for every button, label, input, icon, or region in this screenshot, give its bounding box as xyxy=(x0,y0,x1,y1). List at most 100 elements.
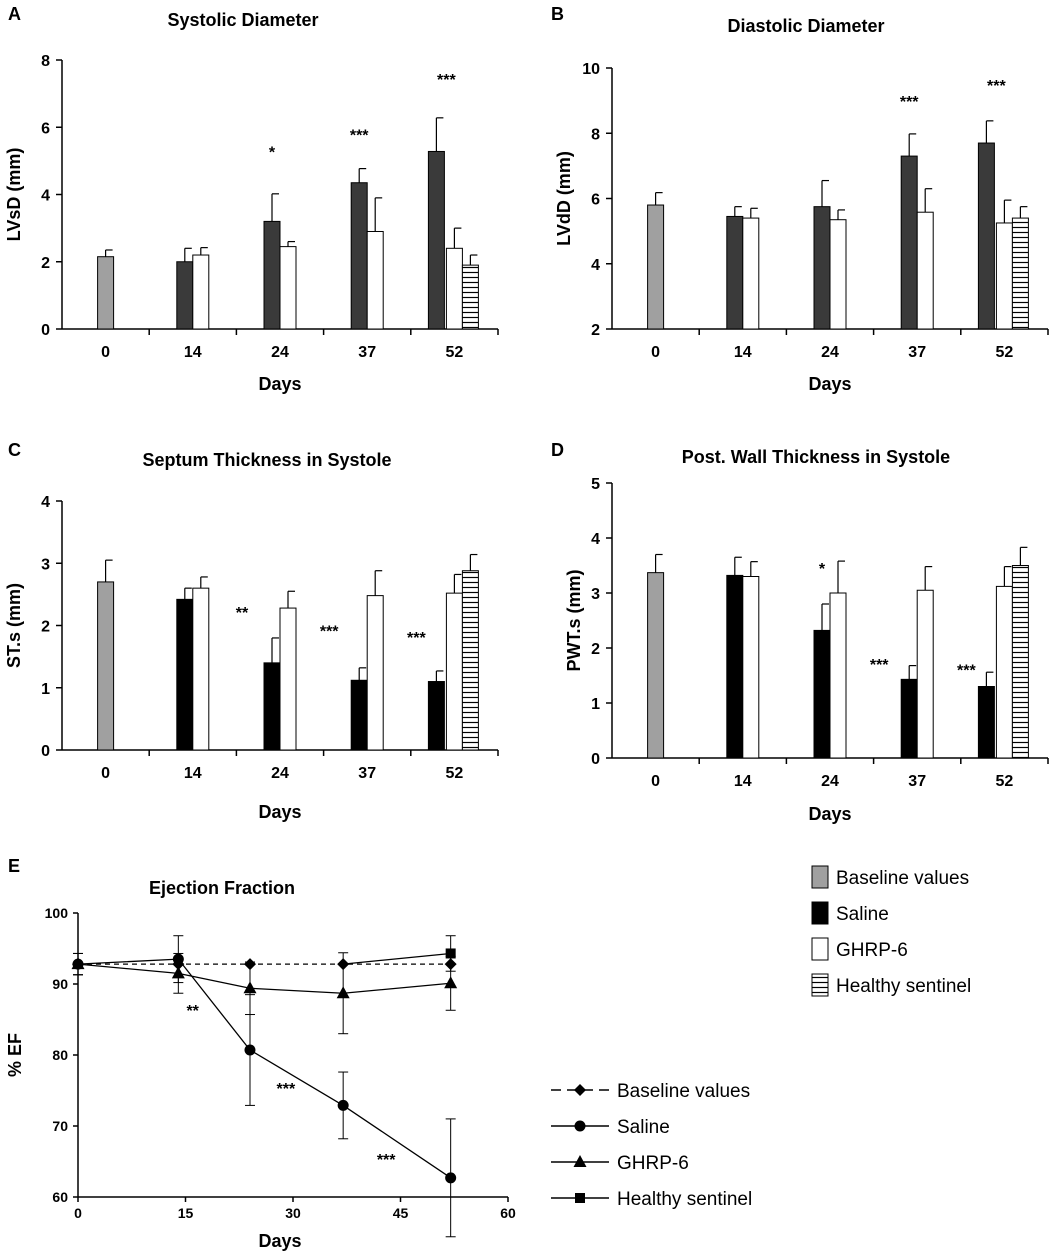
y-tick-label: 2 xyxy=(591,641,600,658)
x-tick-label: 52 xyxy=(996,773,1014,790)
significance-marker: *** xyxy=(320,624,339,641)
y-tick-label: 2 xyxy=(41,255,50,272)
bar-saline-day-37 xyxy=(900,155,918,330)
bar-baseline-values-day-0 xyxy=(647,204,665,330)
bar-saline-day-37 xyxy=(900,678,918,759)
x-axis-label: Days xyxy=(258,1231,301,1251)
legend-marker-diamond xyxy=(574,1084,586,1096)
legend-label: GHRP-6 xyxy=(836,940,908,961)
significance-marker: *** xyxy=(377,1152,396,1169)
bar-ghrp-6-day-14 xyxy=(742,217,760,330)
x-tick-label: 14 xyxy=(734,773,752,790)
x-tick-label: 14 xyxy=(734,344,752,361)
bar-healthy-sentinel-day-52 xyxy=(1011,217,1029,330)
y-tick-label: 2 xyxy=(591,322,600,339)
y-tick-label: 8 xyxy=(591,126,600,143)
y-tick-label: 80 xyxy=(52,1047,68,1063)
bar-ghrp-6-day-24 xyxy=(829,219,847,330)
significance-marker: *** xyxy=(870,657,889,674)
x-tick-label: 37 xyxy=(358,765,376,782)
x-tick-label: 37 xyxy=(358,344,376,361)
bar-saline-day-24 xyxy=(813,629,831,759)
significance-marker: * xyxy=(819,561,826,578)
legend-bars: Baseline values Saline GHRP-6 Healthy senti… xyxy=(811,865,971,997)
bar-baseline-values-day-0 xyxy=(97,256,115,330)
chart-septum-thickness: Septum Thickness in Systole ST.s (mm) Days… xyxy=(4,450,499,822)
y-axis-label: % EF xyxy=(5,1033,25,1077)
panel-letter-e: E xyxy=(8,856,20,876)
x-tick-label: 24 xyxy=(271,765,289,782)
x-tick-label: 14 xyxy=(184,765,202,782)
y-tick-label: 3 xyxy=(591,586,600,603)
series-line-saline xyxy=(77,958,452,1179)
marker-ghrp-6 xyxy=(243,981,257,994)
x-axis-label: Days xyxy=(808,374,851,394)
x-tick-label: 0 xyxy=(651,773,660,790)
x-tick-label: 24 xyxy=(821,344,839,361)
bar-saline-day-37 xyxy=(350,182,368,330)
x-tick-label: 52 xyxy=(446,765,464,782)
x-tick-label: 37 xyxy=(908,344,926,361)
series-line-healthy-sentinel xyxy=(343,952,451,965)
bar-ghrp-6-day-52 xyxy=(995,222,1013,330)
marker-saline xyxy=(337,1099,349,1111)
significance-marker: * xyxy=(269,145,276,162)
y-tick-label: 0 xyxy=(41,322,50,339)
significance-marker: *** xyxy=(957,663,976,680)
y-tick-label: 0 xyxy=(41,743,50,760)
y-tick-label: 4 xyxy=(591,257,600,274)
panel-letter-c: C xyxy=(8,440,21,460)
y-tick-label: 3 xyxy=(41,556,50,573)
x-axis-label: Days xyxy=(808,804,851,824)
y-tick-label: 5 xyxy=(591,476,600,493)
y-tick-label: 70 xyxy=(52,1118,68,1134)
bar-ghrp-6-day-37 xyxy=(366,230,384,330)
marker-ghrp-6 xyxy=(171,966,185,979)
bar-saline-day-24 xyxy=(813,206,831,330)
bar-ghrp-6-day-52 xyxy=(445,247,463,330)
x-tick-label: 30 xyxy=(285,1205,301,1221)
bar-ghrp-6-day-14 xyxy=(742,576,760,759)
significance-marker: *** xyxy=(900,94,919,111)
bar-ghrp-6-day-14 xyxy=(192,587,210,751)
y-axis-label: PWT.s (mm) xyxy=(564,569,584,671)
y-tick-label: 4 xyxy=(41,494,50,511)
bar-ghrp-6-day-37 xyxy=(916,211,934,330)
legend-label: Baseline values xyxy=(836,868,969,889)
x-tick-label: 0 xyxy=(101,344,110,361)
x-tick-label: 24 xyxy=(271,344,289,361)
chart-title: Ejection Fraction xyxy=(149,878,295,898)
x-tick-label: 14 xyxy=(184,344,202,361)
bar-ghrp-6-day-37 xyxy=(366,595,384,751)
y-tick-label: 0 xyxy=(591,751,600,768)
chart-post-wall-thickness: Post. Wall Thickness in Systole PWT.s (mm… xyxy=(564,447,1049,824)
chart-title: Septum Thickness in Systole xyxy=(142,450,391,470)
legend-swatch-sentinel xyxy=(811,973,829,997)
legend-marker-circle xyxy=(574,1120,586,1132)
bar-ghrp-6-day-24 xyxy=(829,592,847,759)
bar-saline-day-37 xyxy=(350,679,368,751)
x-tick-label: 24 xyxy=(821,773,839,790)
x-tick-label: 45 xyxy=(393,1205,409,1221)
bar-saline-day-14 xyxy=(726,215,744,330)
bar-saline-day-14 xyxy=(726,574,744,759)
x-tick-label: 0 xyxy=(74,1205,82,1221)
bar-saline-day-14 xyxy=(176,598,194,751)
chart-ejection-fraction: Ejection Fraction % EF Days 60 70 80 90 100 0 15 3… xyxy=(5,878,516,1251)
bar-healthy-sentinel-day-52 xyxy=(1011,565,1029,759)
bar-baseline-values-day-0 xyxy=(97,581,115,751)
bar-saline-day-52 xyxy=(977,142,995,330)
bar-baseline-values-day-0 xyxy=(647,572,665,759)
legend-label: Healthy sentinel xyxy=(836,976,971,997)
significance-marker: *** xyxy=(407,630,426,647)
x-tick-label: 52 xyxy=(446,344,464,361)
bar-healthy-sentinel-day-52 xyxy=(461,264,479,330)
bar-saline-day-52 xyxy=(427,150,445,330)
legend-marker-square xyxy=(575,1193,585,1203)
significance-marker: ** xyxy=(236,605,249,622)
x-tick-label: 37 xyxy=(908,773,926,790)
bar-saline-day-14 xyxy=(176,261,194,330)
y-tick-label: 10 xyxy=(582,61,600,78)
